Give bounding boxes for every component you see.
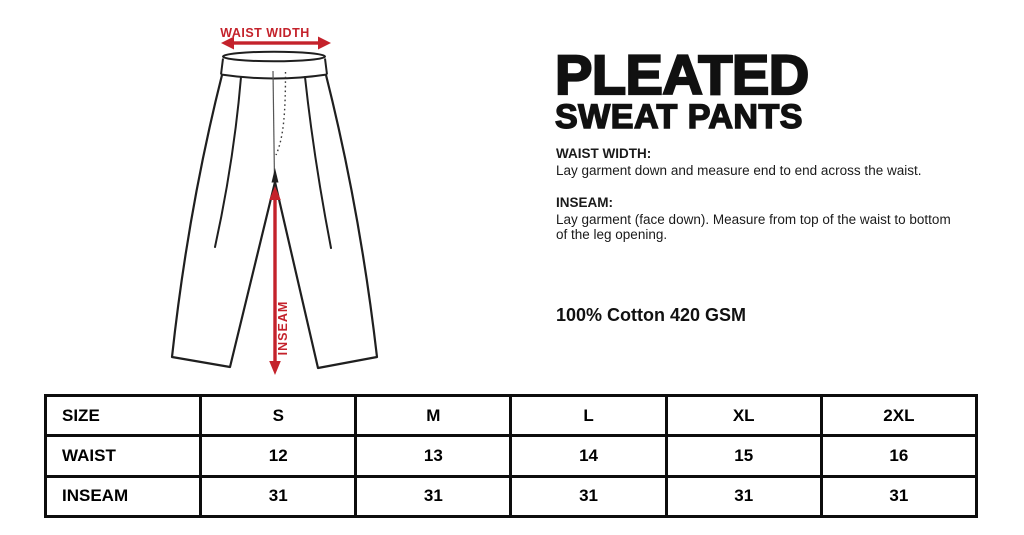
size-chart-waist-row: WAIST 12 13 14 15 16 (43, 434, 979, 478)
pleat-lines (214, 76, 332, 249)
product-title-line2: SWEAT PANTS (554, 98, 803, 136)
size-chart-header-2xl: 2XL (819, 393, 979, 438)
waist-value-s: 12 (199, 434, 358, 478)
crotch-notch (271, 168, 279, 183)
size-chart-table: SIZE S M L XL 2XL WAIST 12 13 14 15 16 I… (43, 393, 979, 519)
size-chart-header-s: S (199, 393, 358, 438)
inseam-value-l: 31 (509, 474, 668, 519)
size-chart-inseam-row: INSEAM 31 31 31 31 31 (43, 474, 979, 519)
inseam-description-line2: of the leg opening. (556, 227, 668, 242)
size-chart-header-l: L (509, 393, 668, 438)
waist-value-l: 14 (509, 434, 668, 478)
waist-value-2xl: 16 (819, 434, 979, 478)
inseam-row-label: INSEAM (43, 474, 203, 519)
inseam-arrow (269, 186, 281, 375)
waistband (220, 50, 328, 80)
inseam-value-m: 31 (354, 474, 513, 519)
size-chart-header-row: SIZE S M L XL 2XL (43, 393, 979, 438)
inseam-label: INSEAM (276, 301, 290, 356)
waist-value-xl: 15 (664, 434, 823, 478)
waist-width-description: Lay garment down and measure end to end … (556, 162, 922, 178)
inseam-value-xl: 31 (664, 474, 823, 519)
waist-width-instructions: WAIST WIDTH: Lay garment down and measur… (556, 146, 976, 178)
size-chart-header-m: M (354, 393, 513, 438)
size-chart-header-xl: XL (664, 393, 823, 438)
size-chart-header-size: SIZE (43, 393, 203, 438)
inseam-description-line1: Lay garment (face down). Measure from to… (556, 211, 951, 227)
inseam-instructions: INSEAM: Lay garment (face down). Measure… (556, 195, 976, 243)
measure-guide: WAIST WIDTH: Lay garment down and measur… (556, 146, 976, 260)
pants-measurement-diagram: WAIST WIDTH INSEAM (170, 26, 379, 375)
product-title-line1: PLEATED (554, 43, 810, 106)
waist-width-heading: WAIST WIDTH: (556, 146, 652, 161)
waist-value-m: 13 (354, 434, 513, 478)
inseam-value-s: 31 (199, 474, 358, 519)
pants-outline (170, 73, 379, 370)
inseam-value-2xl: 31 (819, 474, 979, 519)
center-front-seam (272, 70, 276, 182)
waist-row-label: WAIST (43, 434, 203, 478)
fly-stitch-dotted-line (275, 71, 287, 156)
waist-width-label: WAIST WIDTH (220, 26, 310, 40)
fabric-note: 100% Cotton 420 GSM (556, 305, 747, 325)
inseam-heading: INSEAM: (556, 195, 613, 210)
waist-width-arrow (221, 36, 331, 50)
